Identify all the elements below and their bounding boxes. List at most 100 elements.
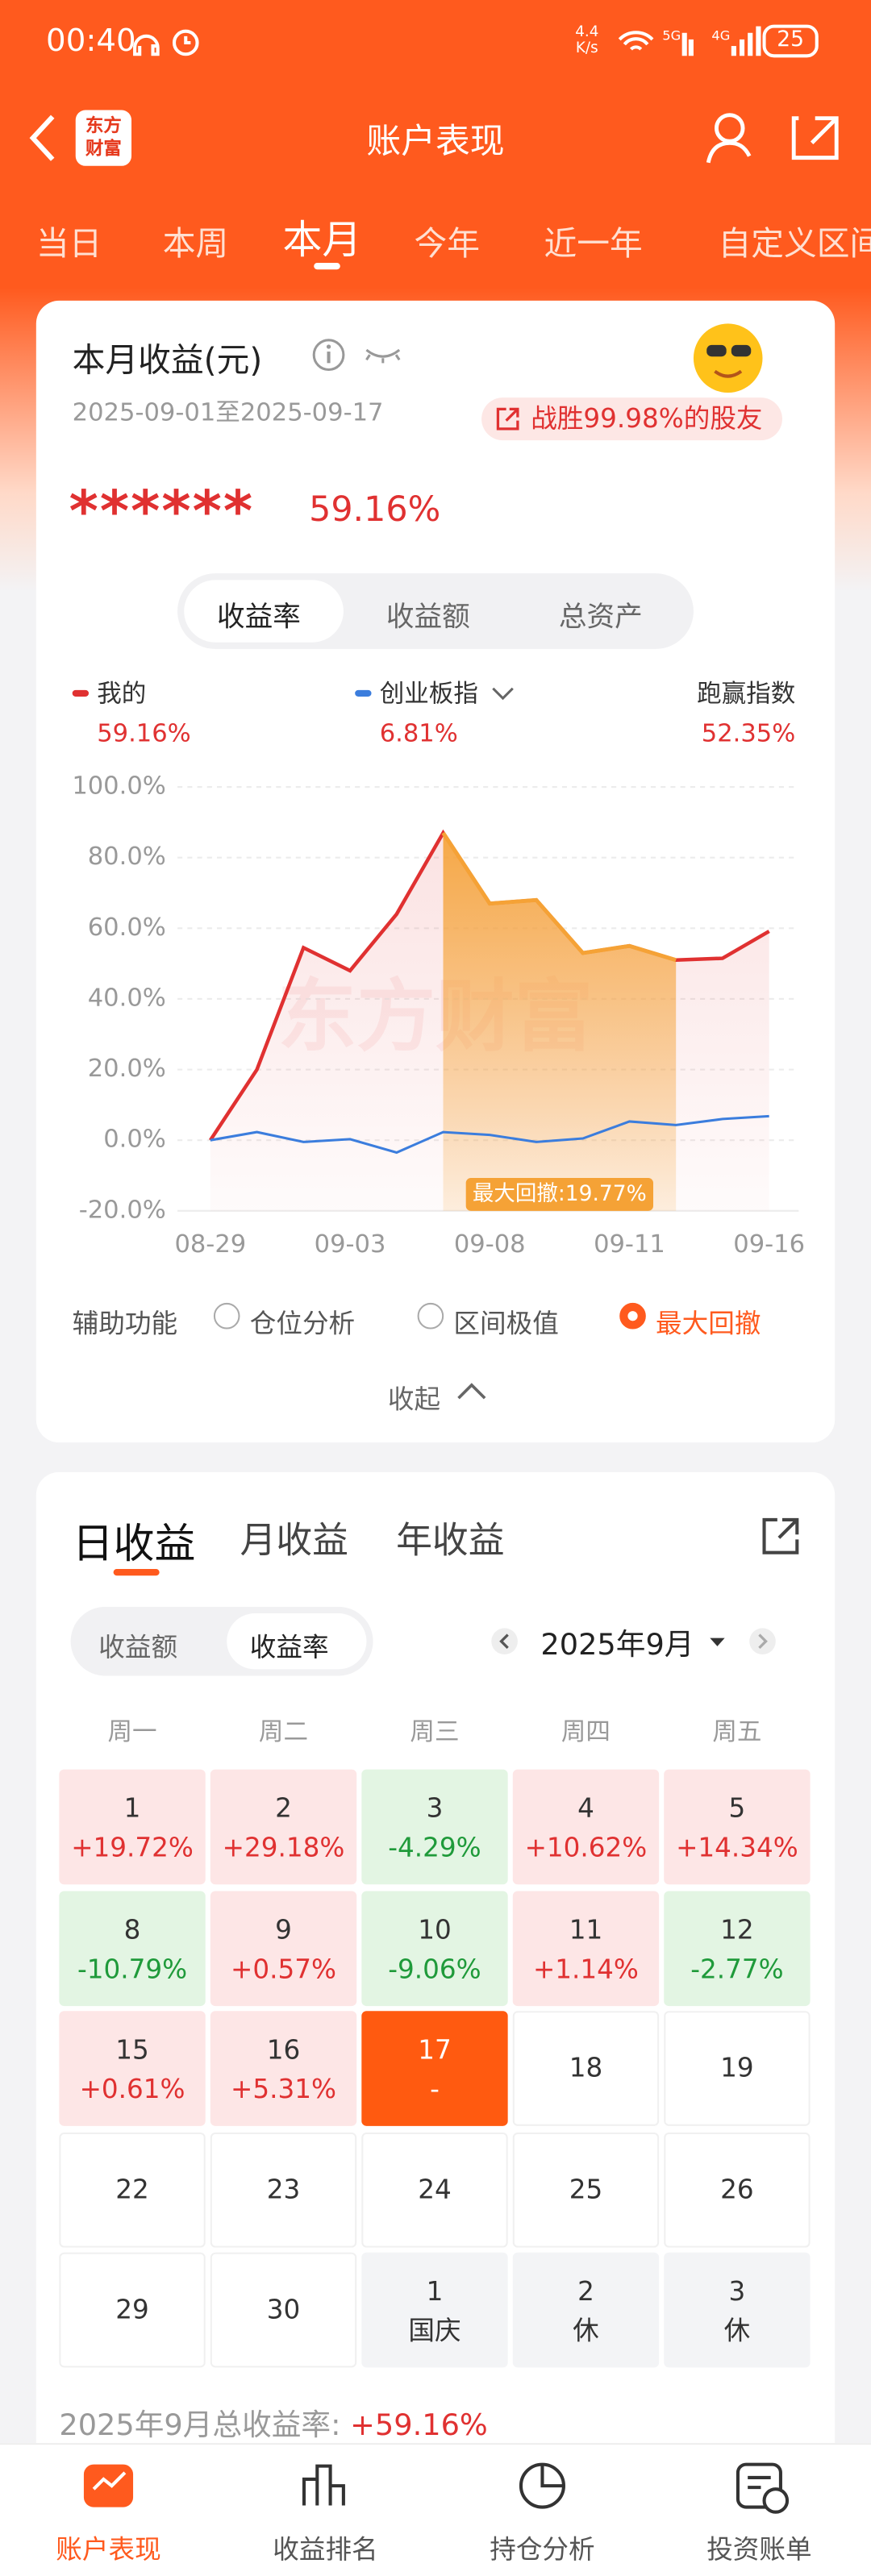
back-button[interactable]: [23, 112, 63, 164]
calendar-day[interactable]: 5 +14.34%: [664, 1769, 811, 1885]
day-number: 23: [266, 2172, 301, 2204]
day-number: 22: [115, 2172, 149, 2204]
bottom-nav: [0, 2443, 871, 2576]
period-tab[interactable]: 近一年: [544, 223, 643, 264]
aux-option[interactable]: 仓位分析: [249, 1308, 356, 1339]
radio[interactable]: [619, 1302, 646, 1330]
share-icon: [496, 407, 519, 431]
calendar-day[interactable]: 18: [512, 2011, 660, 2126]
calendar-day[interactable]: 19: [664, 2011, 811, 2126]
chart: 东方财富-20.0%0.0%20.0%40.0%60.0%80.0%100.0%…: [72, 680, 805, 1259]
day-number: 12: [720, 1912, 754, 1945]
calendar-day[interactable]: 4 +10.62%: [512, 1769, 660, 1885]
period-tab[interactable]: 本周: [162, 223, 229, 264]
calendar-day[interactable]: 22: [59, 2131, 206, 2247]
share-button[interactable]: [759, 1515, 802, 1558]
calendar-day[interactable]: 12 -2.77%: [664, 1890, 811, 2006]
aux-option[interactable]: 最大回撤: [656, 1308, 761, 1339]
radio[interactable]: [417, 1302, 444, 1330]
x-tick-label: 09-03: [315, 1230, 386, 1259]
day-return: -2.77%: [690, 1952, 784, 1984]
calendar-day[interactable]: 3 -4.29%: [361, 1769, 508, 1885]
metric-tab[interactable]: 总资产: [558, 601, 643, 635]
collapse-icon: [457, 1383, 486, 1400]
period-tab[interactable]: 自定义区间: [718, 223, 871, 264]
rank-badge[interactable]: 战胜99.98%的股友: [481, 397, 782, 441]
period-tab[interactable]: 今年: [414, 223, 481, 264]
y-tick-label: 0.0%: [103, 1126, 166, 1154]
legend-value: 6.81%: [380, 719, 458, 747]
collapse-button[interactable]: 收起: [387, 1383, 441, 1415]
calendar-day[interactable]: 1 国庆: [361, 2252, 508, 2368]
day-number: 2: [577, 2275, 594, 2307]
calendar-day[interactable]: 2 +29.18%: [210, 1769, 357, 1885]
y-tick-label: 60.0%: [88, 913, 166, 942]
date-range: 2025-09-01至2025-09-17: [72, 397, 384, 427]
calendar-tab[interactable]: 月收益: [240, 1521, 349, 1563]
day-number: 1: [123, 1792, 141, 1824]
outperform-value: 52.35%: [702, 719, 795, 747]
metric-tab[interactable]: 收益率: [216, 601, 301, 635]
calendar-day[interactable]: 15 +0.61%: [59, 2011, 206, 2126]
info-eye-icons[interactable]: [310, 337, 409, 373]
drawdown-line: [441, 831, 677, 963]
nav-item[interactable]: 账户表现: [56, 2533, 161, 2565]
calendar-day[interactable]: 30: [210, 2252, 357, 2368]
net-speed-value: 4.4: [575, 24, 599, 41]
calendar-day[interactable]: 1 +19.72%: [59, 1769, 206, 1885]
summary-title: 本月收益(元): [72, 339, 263, 380]
calendar-tab[interactable]: 日收益: [72, 1519, 196, 1568]
calendar-day[interactable]: 9 +0.57%: [210, 1890, 357, 2006]
calendar-day[interactable]: 8 -10.79%: [59, 1890, 206, 2006]
day-return: -4.29%: [388, 1832, 481, 1863]
calendar-day[interactable]: 17 -: [361, 2011, 508, 2126]
toggle-active-bg: [227, 1613, 367, 1670]
nav-item[interactable]: 投资账单: [706, 2533, 812, 2565]
month-nav-icons[interactable]: [490, 1626, 786, 1659]
calendar-day[interactable]: 24: [361, 2131, 508, 2247]
area-fill: [443, 833, 677, 1211]
weekday: 周四: [561, 1717, 611, 1747]
period-tab[interactable]: 当日: [35, 223, 102, 264]
weekday: 周二: [258, 1717, 309, 1747]
month-label[interactable]: 2025年9月: [540, 1628, 694, 1663]
metric-tab[interactable]: 收益额: [385, 601, 470, 635]
calendar-tab[interactable]: 年收益: [396, 1521, 505, 1563]
period-tab[interactable]: 本月: [282, 216, 362, 264]
calendar-day[interactable]: 11 +1.14%: [512, 1890, 660, 2006]
legend-swatch: [72, 689, 90, 697]
aux-option[interactable]: 区间极值: [453, 1308, 559, 1339]
calendar-day[interactable]: 23: [210, 2131, 357, 2247]
y-tick-label: -20.0%: [79, 1196, 166, 1224]
legend-label: 创业板指: [380, 680, 478, 708]
y-tick-label: 80.0%: [88, 843, 166, 871]
radio[interactable]: [213, 1302, 240, 1330]
calendar-day[interactable]: 25: [512, 2131, 660, 2247]
calendar-day[interactable]: 10 -9.06%: [361, 1890, 508, 2006]
toggle-option[interactable]: 收益额: [98, 1631, 178, 1663]
day-return: +5.31%: [231, 2073, 336, 2105]
day-return: -10.79%: [77, 1952, 188, 1984]
net-speed: 4.4 K/s: [575, 25, 598, 58]
metric-tab-active-bg: [184, 580, 344, 643]
day-number: 11: [569, 1912, 603, 1945]
day-return: 休: [723, 2315, 751, 2346]
calendar-day[interactable]: 16 +5.31%: [210, 2011, 357, 2126]
day-return: +0.57%: [231, 1952, 336, 1984]
nav-item[interactable]: 持仓分析: [490, 2533, 595, 2565]
header-actions[interactable]: [703, 108, 851, 167]
total-label: 2025年9月总收益率: +59.16%: [59, 2402, 487, 2445]
nav-item[interactable]: 收益排名: [273, 2533, 378, 2565]
calendar-day[interactable]: 29: [59, 2252, 206, 2368]
day-number: 19: [720, 2052, 754, 2083]
day-number: 8: [123, 1912, 141, 1945]
series-line: [210, 1114, 769, 1155]
toggle-option[interactable]: 收益率: [249, 1631, 329, 1663]
day-number: 10: [418, 1912, 452, 1945]
svg-text:4G: 4G: [711, 27, 730, 43]
active-tab-indicator: [314, 263, 340, 270]
day-number: 3: [728, 2275, 746, 2307]
calendar-day[interactable]: 26: [664, 2131, 811, 2247]
